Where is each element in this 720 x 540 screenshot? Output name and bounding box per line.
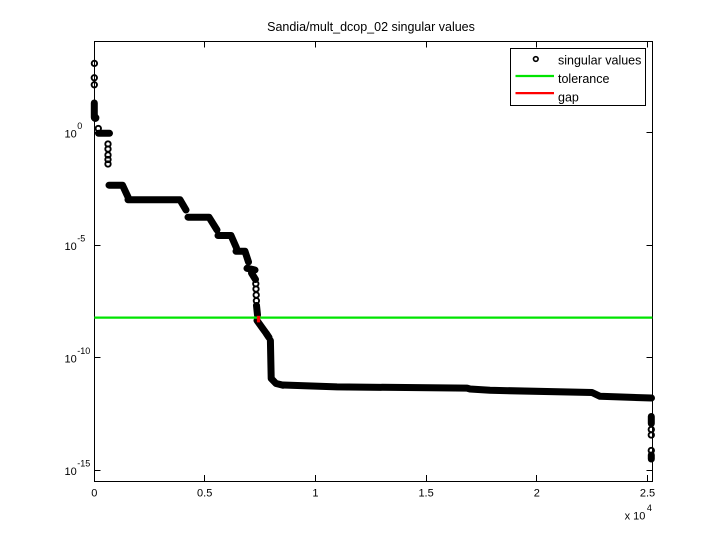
svg-text:-15: -15 xyxy=(77,458,90,468)
svg-text:-10: -10 xyxy=(77,346,90,356)
svg-text:tolerance: tolerance xyxy=(558,72,609,86)
svg-text:4: 4 xyxy=(647,503,652,513)
svg-text:1: 1 xyxy=(312,488,318,500)
svg-text:-5: -5 xyxy=(77,234,85,244)
svg-text:0: 0 xyxy=(77,121,82,131)
svg-text:singular values: singular values xyxy=(558,54,641,68)
svg-text:gap: gap xyxy=(558,90,579,104)
svg-text:2: 2 xyxy=(534,488,540,500)
svg-text:10: 10 xyxy=(65,241,77,253)
svg-text:0.5: 0.5 xyxy=(197,488,212,500)
svg-text:Sandia/mult_dcop_02 singular v: Sandia/mult_dcop_02 singular values xyxy=(267,20,475,34)
svg-text:x 10: x 10 xyxy=(625,511,646,523)
svg-text:10: 10 xyxy=(65,353,77,365)
svg-text:0: 0 xyxy=(91,488,97,500)
svg-text:10: 10 xyxy=(65,129,77,141)
svg-text:1.5: 1.5 xyxy=(418,488,433,500)
svg-text:2.5: 2.5 xyxy=(640,488,655,500)
svg-text:10: 10 xyxy=(65,466,77,478)
